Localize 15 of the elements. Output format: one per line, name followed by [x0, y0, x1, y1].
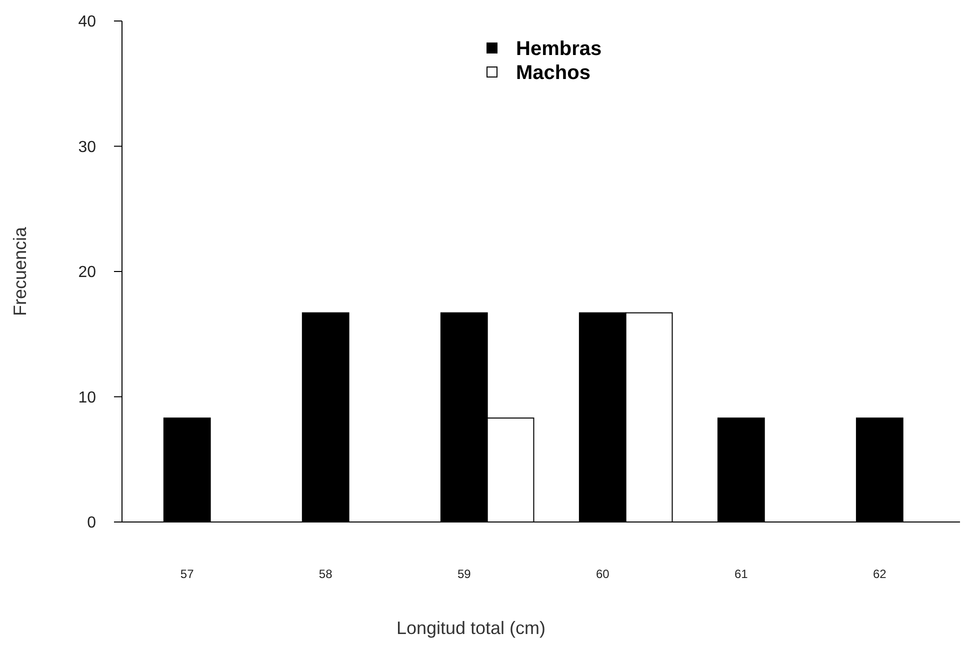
x-tick-label: 61: [734, 567, 748, 581]
legend-label: Machos: [516, 62, 590, 84]
y-tick-label: 0: [87, 514, 96, 532]
y-axis-title: Frecuencia: [10, 226, 30, 316]
y-tick-label: 10: [78, 389, 96, 406]
x-axis-title: Longitud total (cm): [396, 618, 546, 638]
y-tick-label: 20: [78, 264, 96, 282]
x-tick-label: 59: [457, 567, 472, 581]
x-tick-label: 62: [872, 567, 887, 581]
y-tick-label: 40: [78, 14, 96, 31]
legend-label: Hembras: [516, 38, 602, 60]
x-tick-label: 57: [180, 567, 194, 581]
x-tick-label: 60: [596, 567, 610, 581]
y-tick-label: 30: [78, 138, 96, 156]
x-tick-label: 58: [318, 567, 333, 581]
